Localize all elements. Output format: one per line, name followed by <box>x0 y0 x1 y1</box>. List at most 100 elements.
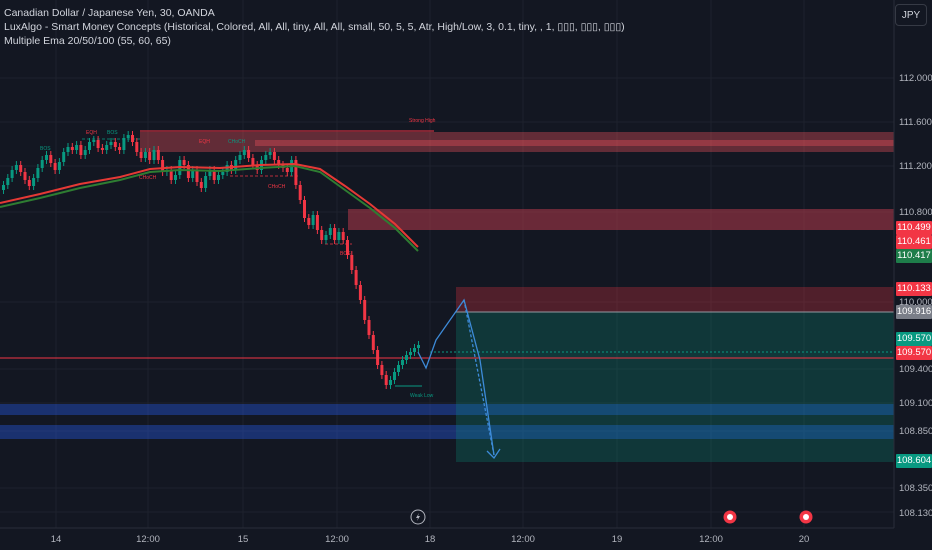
candle-body <box>413 348 416 352</box>
candle-body <box>109 142 113 145</box>
candle-body <box>143 152 147 158</box>
symbol-title[interactable]: Canadian Dollar / Japanese Yen, 30, OAND… <box>4 7 215 19</box>
price-label: 109.400 <box>899 364 932 375</box>
candle-body <box>401 360 404 365</box>
projection-arrowhead <box>486 448 501 460</box>
candle-body <box>303 200 306 218</box>
candle-body <box>191 170 195 178</box>
candle-body <box>161 160 165 172</box>
candle-body <box>225 165 229 172</box>
event-marker-icon[interactable] <box>723 510 737 524</box>
candle-body <box>75 145 79 150</box>
candle-body <box>169 170 173 180</box>
choch-label: CHoCH <box>139 175 157 181</box>
candle-body <box>122 138 126 150</box>
candle-body <box>285 168 289 172</box>
demand-zone-1 <box>0 404 894 415</box>
projection-path[interactable] <box>417 298 495 456</box>
supply-zone-top <box>140 132 894 152</box>
candle-body <box>66 147 70 152</box>
candle-body <box>294 160 298 185</box>
supply-zone-top-inner <box>255 140 894 146</box>
candle-body <box>70 147 74 150</box>
candle-body <box>148 152 152 160</box>
candle-body <box>247 150 251 158</box>
ema-green-line <box>0 164 419 252</box>
candle-body <box>152 150 156 160</box>
chart-legend: Canadian Dollar / Japanese Yen, 30, OAND… <box>4 6 625 48</box>
price-label: 111.200 <box>899 161 932 172</box>
candle-body <box>397 365 400 372</box>
eqh-label: EQH <box>199 139 210 145</box>
bos-label: BOS <box>40 146 51 152</box>
candle-body <box>2 185 5 190</box>
candle-body <box>324 235 328 240</box>
candle-body <box>346 240 349 255</box>
candle-body <box>298 185 302 200</box>
candle-body <box>367 320 371 335</box>
price-tag: 109.570 <box>896 346 932 360</box>
candle-body <box>242 150 246 155</box>
time-label: 12:00 <box>511 534 535 545</box>
eqh-label: EQH <box>86 130 97 136</box>
time-label: 20 <box>798 534 810 545</box>
price-tag: 108.604 <box>896 454 932 468</box>
price-label: 110.800 <box>899 207 932 218</box>
candle-body <box>139 152 143 158</box>
take-profit-zone[interactable] <box>456 312 894 462</box>
candle-body <box>105 145 109 150</box>
candle-body <box>389 380 392 385</box>
candlestick-series <box>2 131 420 389</box>
candle-body <box>384 375 388 385</box>
candle-body <box>135 142 139 152</box>
price-tag: 110.461 <box>896 235 932 249</box>
candle-body <box>363 300 367 320</box>
bos-label: BOS <box>107 130 118 136</box>
candle-body <box>186 165 190 178</box>
indicator-ema[interactable]: Multiple Ema 20/50/100 (55, 60, 65) <box>4 35 171 47</box>
candle-body <box>320 230 324 240</box>
supply-zone-mid <box>348 209 894 230</box>
time-label: 12:00 <box>136 534 160 545</box>
candle-body <box>174 175 177 180</box>
choch-label: CHoCH <box>228 139 246 145</box>
candle-body <box>341 232 345 240</box>
price-label: 108.130 <box>899 508 932 519</box>
candle-body <box>57 162 61 170</box>
time-label: 19 <box>611 534 623 545</box>
candle-body <box>311 215 315 225</box>
candle-body <box>92 140 96 142</box>
candle-body <box>113 142 117 147</box>
candle-body <box>217 175 220 180</box>
candle-body <box>40 160 44 168</box>
choch-label: CHoCH <box>268 184 286 190</box>
currency-button[interactable]: JPY <box>895 4 927 26</box>
candle-body <box>204 176 208 188</box>
candle-body <box>53 163 57 170</box>
price-label: 112.000 <box>899 73 932 84</box>
candle-body <box>83 150 87 155</box>
price-tag: 110.499 <box>896 221 932 235</box>
candle-body <box>62 152 66 162</box>
event-marker-icon[interactable] <box>799 510 813 524</box>
time-label: 15 <box>237 534 249 545</box>
candle-body <box>23 172 27 180</box>
ema-red-line <box>0 162 419 248</box>
projection-connector <box>463 299 495 456</box>
candle-body <box>238 155 242 160</box>
demand-zone-2 <box>0 425 894 439</box>
price-label: 109.100 <box>899 398 932 409</box>
indicator-smc[interactable]: LuxAlgo - Smart Money Concepts (Historic… <box>4 21 625 33</box>
stop-loss-zone[interactable] <box>456 287 894 312</box>
candle-body <box>27 180 31 186</box>
candle-body <box>182 160 186 165</box>
lightning-icon[interactable] <box>410 509 426 525</box>
candle-body <box>156 150 160 160</box>
candle-body <box>79 145 83 155</box>
candle-body <box>376 350 380 365</box>
price-label: 108.350 <box>899 483 932 494</box>
price-tag: 110.417 <box>896 249 932 263</box>
candle-body <box>380 365 384 375</box>
candle-body <box>264 155 268 160</box>
